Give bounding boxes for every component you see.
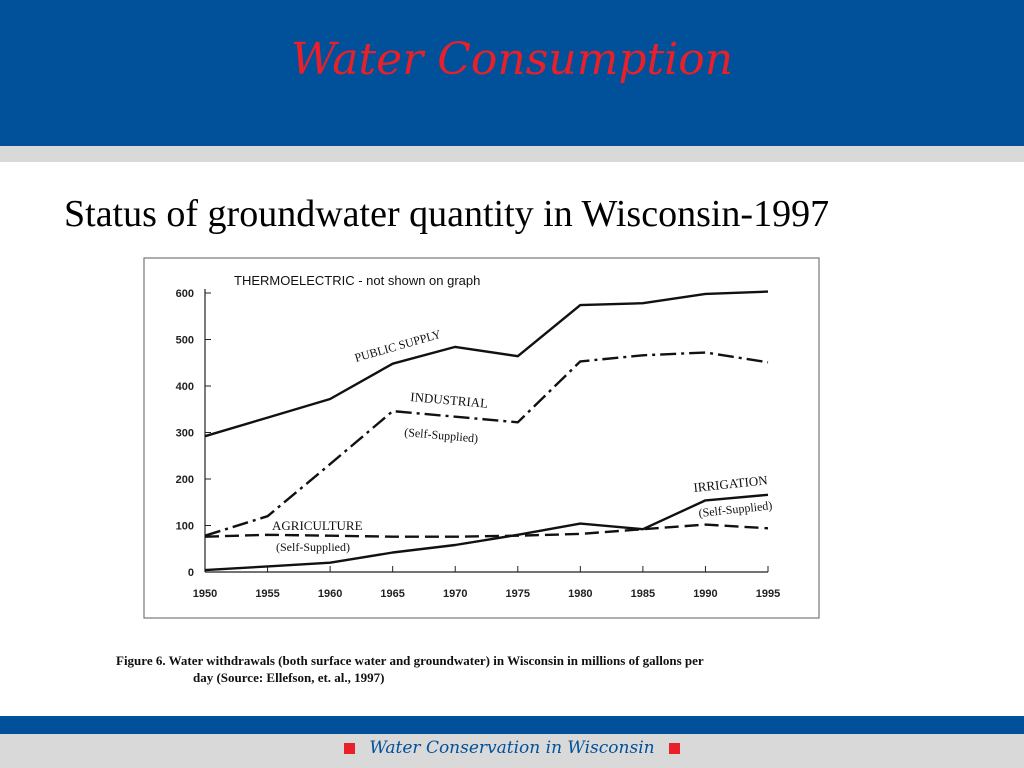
figure-caption: Figure 6. Water withdrawals (both surfac… bbox=[116, 652, 704, 686]
x-tick-label: 1990 bbox=[693, 588, 717, 600]
label-industrial: INDUSTRIAL bbox=[410, 389, 489, 411]
label-agriculture: AGRICULTURE bbox=[272, 518, 363, 533]
label-agriculture-sub: (Self-Supplied) bbox=[276, 540, 350, 554]
x-tick-label: 1980 bbox=[568, 588, 592, 600]
axes: 0 100 200 300 400 500 600 1950 1955 1960 1965 1970 1… bbox=[176, 288, 781, 600]
caption-line-1: Figure 6. Water withdrawals (both surfac… bbox=[116, 653, 704, 668]
series-line bbox=[204, 290, 769, 438]
label-industrial-sub: (Self-Supplied) bbox=[404, 425, 479, 445]
footer-label: Water Conservation in Wisconsin bbox=[369, 738, 655, 758]
x-tick-label: 1985 bbox=[631, 588, 655, 600]
x-tick-label: 1995 bbox=[756, 588, 780, 600]
x-tick-label: 1970 bbox=[443, 588, 467, 600]
x-tick-label: 1965 bbox=[380, 588, 404, 600]
caption-line-2: day (Source: Ellefson, et. al., 1997) bbox=[193, 670, 385, 685]
square-bullet-icon bbox=[344, 743, 356, 754]
series-line bbox=[204, 523, 769, 538]
series-line bbox=[204, 351, 769, 537]
slide-subtitle: Status of groundwater quantity in Wiscon… bbox=[64, 193, 830, 235]
thermoelectric-note: THERMOELECTRIC - not shown on graph bbox=[234, 273, 480, 288]
y-tick-label: 100 bbox=[176, 521, 194, 533]
x-tick-label: 1960 bbox=[318, 588, 342, 600]
series-line bbox=[204, 493, 769, 572]
footer-band bbox=[0, 734, 1024, 768]
y-tick-label: 500 bbox=[176, 335, 194, 347]
y-tick-label: 0 bbox=[188, 567, 194, 579]
footer: Water Conservation in Wisconsin bbox=[0, 738, 1024, 758]
square-bullet-icon bbox=[668, 743, 680, 754]
y-tick-label: 200 bbox=[176, 474, 194, 486]
x-tick-label: 1950 bbox=[193, 588, 217, 600]
header-bar bbox=[0, 0, 1024, 146]
series-group bbox=[204, 290, 769, 572]
y-tick-label: 300 bbox=[176, 428, 194, 440]
y-tick-label: 400 bbox=[176, 381, 194, 393]
x-tick-label: 1975 bbox=[506, 588, 530, 600]
y-tick-label: 600 bbox=[176, 288, 194, 300]
slide-title: Water Consumption bbox=[290, 34, 734, 85]
footer-bar bbox=[0, 716, 1024, 734]
chart-frame bbox=[143, 257, 820, 619]
x-tick-label: 1955 bbox=[255, 588, 279, 600]
header-divider bbox=[0, 146, 1024, 162]
